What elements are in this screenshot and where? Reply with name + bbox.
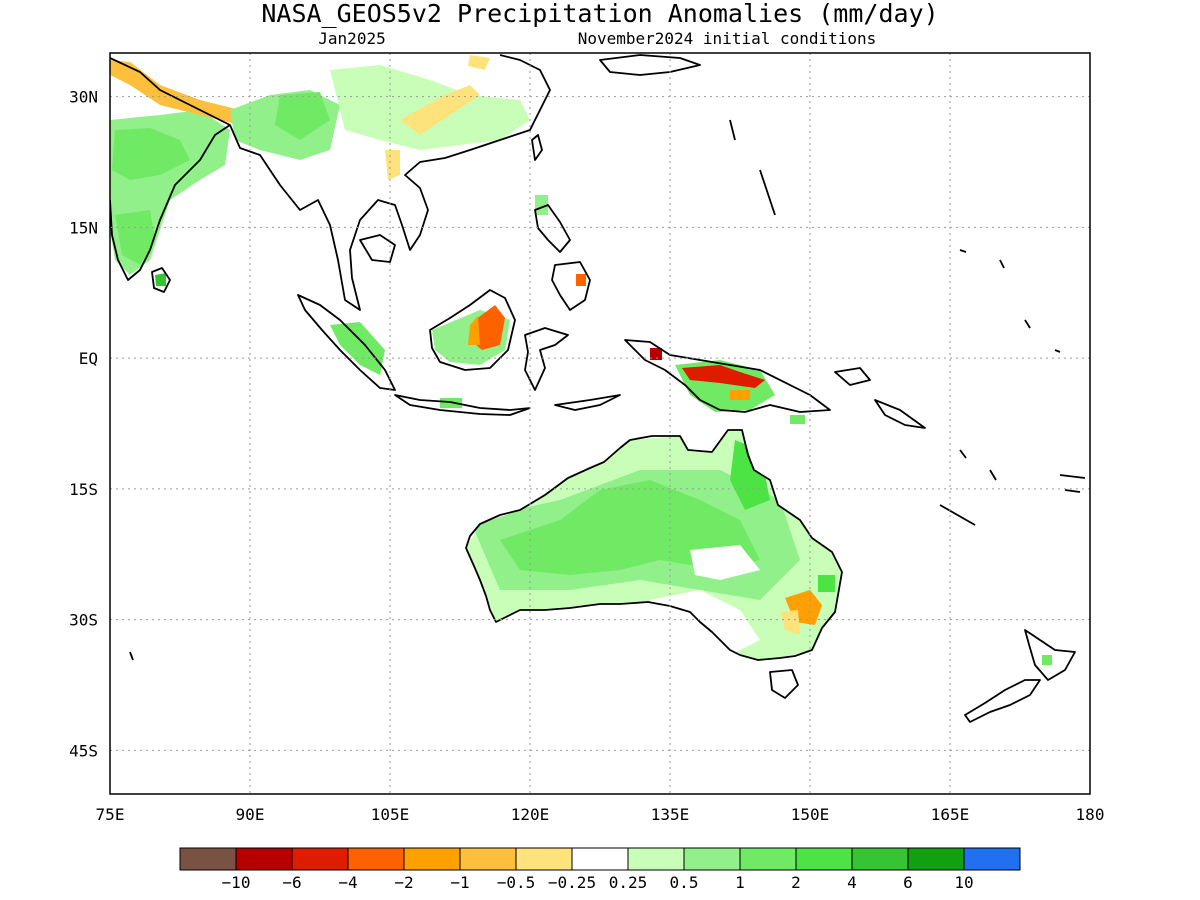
colorbar-swatch — [851, 847, 909, 871]
wet-area-sumatra — [330, 322, 385, 375]
white-area-australia-interior — [690, 545, 760, 580]
lat-tick-label: 45S — [69, 741, 98, 760]
lon-tick-label: 105E — [371, 805, 410, 824]
coast-luzon — [534, 204, 571, 253]
colorbar-swatch — [963, 847, 1021, 871]
colorbar-swatch — [683, 847, 741, 871]
coast-solomons — [874, 399, 926, 429]
colorbar-swatch — [795, 847, 853, 871]
map-subtitle-initial-conditions: November2024 initial conditions — [578, 29, 877, 48]
wet-area-solomon — [790, 415, 805, 424]
dry-area-newguinea-orange — [730, 390, 750, 400]
lon-tick-label: 165E — [931, 805, 970, 824]
map-title: NASA_GEOS5v2 Precipitation Anomalies (mm… — [261, 0, 938, 28]
lon-tick-label: 180 — [1076, 805, 1105, 824]
colorbar-swatch — [571, 847, 629, 871]
coast-japan — [599, 54, 701, 76]
colorbar-swatch — [179, 847, 237, 871]
colorbar-label: −6 — [282, 873, 301, 892]
map-gridlines — [110, 53, 1090, 794]
wet-area-nz — [1042, 655, 1052, 665]
wet-area-qld-east — [818, 575, 835, 592]
dry-area-borneo-light — [468, 316, 480, 345]
dry-area-china — [400, 85, 480, 135]
coastlines — [110, 54, 1086, 723]
colorbar-label: 6 — [903, 873, 913, 892]
colorbar-swatch — [739, 847, 797, 871]
coast-taiwan — [531, 134, 543, 161]
colorbar-label: −2 — [394, 873, 413, 892]
dry-area-nsw-light — [780, 610, 800, 635]
colorbar-label: −0.5 — [497, 873, 536, 892]
colorbar-swatch — [235, 847, 293, 871]
lat-tick-label: 15S — [69, 480, 98, 499]
colorbar-label: 10 — [954, 873, 973, 892]
lon-tick-label: 135E — [651, 805, 690, 824]
coast-gulf-thailand — [359, 234, 396, 263]
wet-area-china-strong — [275, 92, 330, 140]
coast-pacific-islands — [129, 119, 1086, 661]
lat-tick-label: 30N — [69, 88, 98, 107]
lat-tick-label: 30S — [69, 611, 98, 630]
coast-nz-north — [1024, 629, 1076, 681]
coast-sumatra — [297, 294, 396, 391]
dry-band-himalaya — [110, 60, 255, 125]
colorbar-swatch — [515, 847, 573, 871]
coast-srilanka — [151, 267, 171, 293]
wet-area-philippines — [535, 195, 548, 215]
colorbar — [179, 847, 1021, 871]
dry-area-indochina — [385, 150, 400, 180]
coast-java — [394, 394, 531, 416]
colorbar-swatch — [627, 847, 685, 871]
coast-sulawesi — [524, 327, 569, 391]
colorbar-label: −4 — [338, 873, 357, 892]
coast-asia-mainland — [110, 54, 551, 311]
dry-area-mindanao — [576, 274, 586, 286]
coast-newbritain — [834, 367, 871, 386]
colorbar-label: −1 — [450, 873, 469, 892]
coast-tasmania — [769, 669, 799, 699]
latitude-tick-labels: 30N 15N EQ 15S 30S 45S — [69, 88, 98, 761]
wet-area-india-inner — [112, 128, 190, 180]
colorbar-label: 0.5 — [670, 873, 699, 892]
coast-newguinea — [624, 339, 831, 413]
colorbar-label: 2 — [791, 873, 801, 892]
dry-area-newguinea — [682, 365, 765, 388]
colorbar-swatch — [907, 847, 965, 871]
wet-area-srilanka — [155, 273, 166, 286]
colorbar-swatch — [459, 847, 517, 871]
colorbar-label: 1 — [735, 873, 745, 892]
colorbar-swatch — [291, 847, 349, 871]
lon-tick-label: 75E — [96, 805, 125, 824]
coast-mindanao — [551, 261, 591, 311]
colorbar-swatch — [347, 847, 405, 871]
longitude-tick-labels: 75E 90E 105E 120E 135E 150E 165E 180 — [96, 805, 1105, 824]
colorbar-labels: −10 −6 −4 −2 −1 −0.5 −0.25 0.25 0.5 1 2 4 6 10 — [222, 873, 974, 892]
map-subtitle-month: Jan2025 — [318, 29, 385, 48]
coast-nz-south — [964, 679, 1041, 723]
map-frame — [109, 52, 1091, 795]
dry-area-northchina — [468, 55, 490, 70]
colorbar-label: −0.25 — [548, 873, 596, 892]
coast-australia — [465, 429, 843, 661]
lon-tick-label: 90E — [236, 805, 265, 824]
coast-timor — [554, 394, 621, 411]
dry-area-newguinea-strong — [650, 348, 662, 360]
coast-borneo — [429, 289, 516, 371]
lon-tick-label: 150E — [791, 805, 830, 824]
lon-tick-label: 120E — [511, 805, 550, 824]
precip-anomaly-field — [110, 55, 1052, 665]
colorbar-label: 4 — [847, 873, 857, 892]
lat-tick-label: 15N — [69, 218, 98, 237]
wet-area-india-south — [115, 210, 155, 265]
colorbar-label: 0.25 — [609, 873, 648, 892]
lat-tick-label: EQ — [79, 349, 98, 368]
colorbar-label: −10 — [222, 873, 251, 892]
colorbar-swatch — [403, 847, 461, 871]
